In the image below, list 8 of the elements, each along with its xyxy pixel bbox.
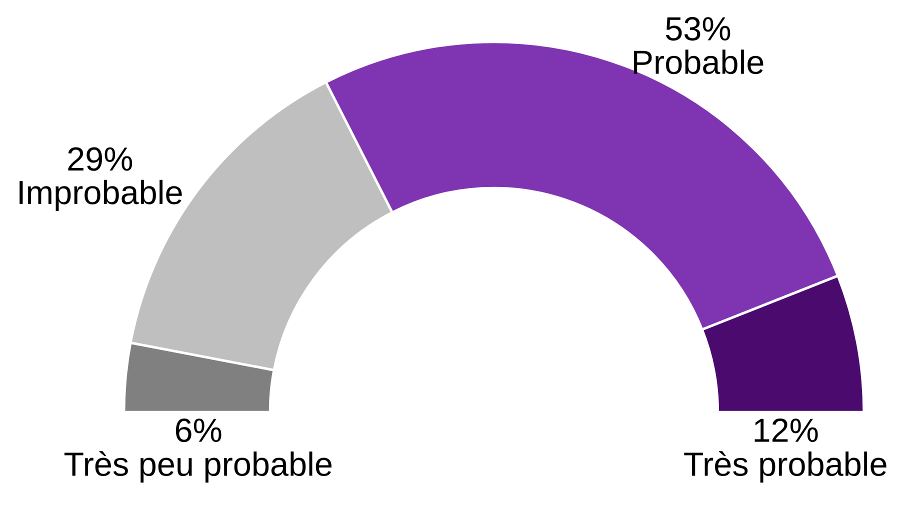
slice-label: Probable	[634, 50, 764, 74]
slice-label: Très probable	[684, 451, 886, 483]
slice-label: Très peu probable	[64, 451, 332, 483]
data-label: 29%	[68, 147, 132, 171]
data-label: 53%	[666, 17, 730, 41]
data-label: 6%	[176, 418, 222, 442]
data-label: 12%	[754, 418, 818, 442]
slice-label: Improbable	[20, 180, 182, 211]
